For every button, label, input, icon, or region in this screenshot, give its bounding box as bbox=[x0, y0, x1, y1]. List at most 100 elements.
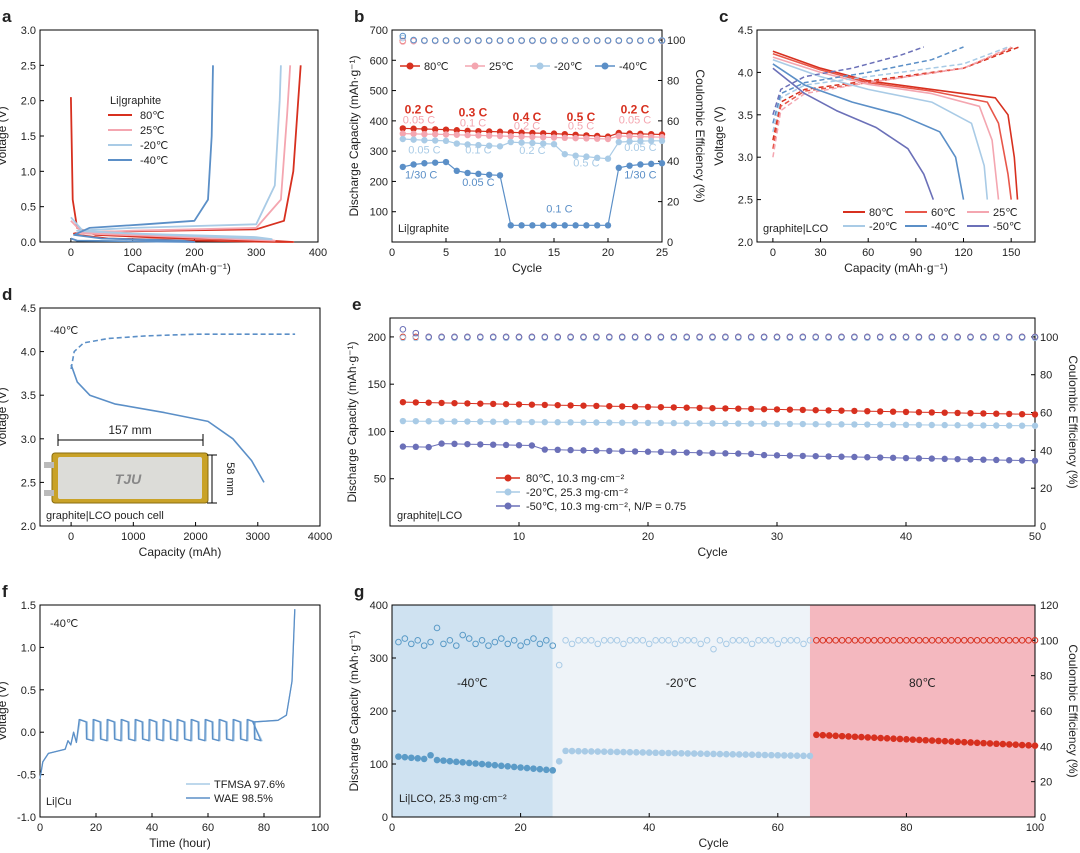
panel-c-frame bbox=[756, 29, 1036, 243]
panel-g-capacity-point bbox=[594, 748, 602, 755]
panel-e-y2tick-label: 0 bbox=[1040, 521, 1046, 533]
panel-g-capacity-point bbox=[401, 753, 409, 761]
panel-e-y2tick-label: 40 bbox=[1040, 445, 1052, 457]
panel-b-capacity-line bbox=[402, 161, 663, 226]
panel-g-ce-point bbox=[671, 640, 679, 648]
panel-e-y2tick-label: 100 bbox=[1040, 332, 1058, 344]
panel-g-capacity-point bbox=[600, 748, 608, 755]
panel-b-y2tick-label: 100 bbox=[667, 35, 685, 47]
panel-e-capacity-point bbox=[631, 403, 639, 410]
panel-b-rate-label: 0.5 C bbox=[573, 157, 599, 169]
panel-a-xtick-label: 100 bbox=[123, 247, 141, 259]
panel-g-y2tick-label: 100 bbox=[1040, 635, 1058, 647]
panel-e-capacity-point bbox=[593, 447, 600, 454]
panel-g-ce-point bbox=[427, 638, 434, 646]
panel-e-capacity-point bbox=[541, 446, 548, 453]
panel-e-ce-point bbox=[825, 333, 832, 341]
panel-b-ce-point bbox=[421, 37, 428, 44]
panel-e-capacity-point bbox=[877, 421, 884, 428]
panel-e-capacity-point bbox=[490, 400, 497, 408]
panel-e-capacity-point bbox=[1006, 422, 1013, 429]
panel-e-capacity-point bbox=[864, 421, 871, 428]
panel-b-capacity-point bbox=[432, 130, 439, 138]
panel-a-line--40℃ bbox=[70, 65, 214, 243]
panel-e-capacity-point bbox=[773, 452, 781, 459]
panel-g-ce-point bbox=[465, 635, 473, 642]
panel-e-ce-point bbox=[580, 333, 587, 341]
panel-e-capacity-point bbox=[735, 405, 742, 412]
panel-g-capacity-point bbox=[562, 747, 569, 755]
panel-a-legend-title: Li|graphite bbox=[110, 95, 161, 107]
panel-b-capacity-point bbox=[648, 160, 655, 168]
panel-b-rate-label: 0.3 C bbox=[459, 105, 488, 119]
panel-a-frame bbox=[39, 29, 319, 243]
panel-b-capacity-point bbox=[410, 161, 417, 168]
panel-e-capacity-point bbox=[619, 447, 626, 455]
panel-b-legend-item: -20℃ bbox=[554, 61, 582, 73]
panel-g-ce-point bbox=[1025, 637, 1032, 644]
panel-f-tag: Li|Cu bbox=[46, 796, 71, 808]
panel-e-capacity-point bbox=[683, 419, 690, 427]
panel-g-capacity-point bbox=[825, 732, 833, 739]
panel-e-capacity-point bbox=[644, 448, 652, 455]
panel-c-discharge-line bbox=[772, 50, 1019, 200]
panel-g-ce-point bbox=[864, 637, 872, 644]
panel-g-capacity-point bbox=[761, 751, 769, 759]
panel-b-capacity-point bbox=[604, 222, 612, 229]
panel-f-ytick-label: 0.0 bbox=[21, 727, 36, 739]
panel-e-tag: graphite|LCO bbox=[397, 510, 463, 522]
panel-e-capacity-point bbox=[657, 403, 665, 411]
panel-g-ce-point bbox=[420, 642, 428, 649]
panel-g-capacity-point bbox=[710, 750, 717, 758]
panel-e-ce-point bbox=[902, 333, 910, 341]
panel-e-capacity-point bbox=[812, 406, 819, 414]
panel-e-legend-marker bbox=[504, 502, 512, 510]
panel-g-capacity-point bbox=[510, 763, 518, 771]
panel-b-capacity-point bbox=[604, 155, 612, 162]
panel-g-tag: Li|LCO, 25.3 mg·cm⁻² bbox=[399, 793, 507, 805]
panel-g-capacity-point bbox=[742, 751, 749, 758]
panel-g-capacity-point bbox=[813, 731, 820, 739]
panel-c-legend-item: -40℃ bbox=[931, 221, 959, 233]
panel-g-ce-point bbox=[491, 638, 499, 646]
panel-b-capacity-point bbox=[496, 172, 504, 179]
panel-e-capacity-point bbox=[464, 400, 471, 407]
panel-f-xtick-label: 80 bbox=[258, 822, 270, 834]
panel-g-ce-point bbox=[774, 640, 782, 648]
panel-c-legend-item: -50℃ bbox=[993, 221, 1021, 233]
panel-g-capacity-point bbox=[838, 732, 846, 740]
panel-e-capacity-point bbox=[593, 419, 600, 426]
panel-e-capacity-point bbox=[993, 422, 1000, 429]
panel-e-ce-point bbox=[876, 333, 884, 341]
panel-g-ce-point bbox=[825, 637, 833, 644]
panel-b-capacity-point bbox=[658, 137, 666, 145]
panel-f-ytick-label: 1.5 bbox=[21, 600, 36, 612]
panel-g-ce-point bbox=[922, 637, 929, 644]
panel-b-ce-point bbox=[647, 37, 655, 44]
panel-b-capacity-point bbox=[507, 138, 514, 146]
panel-g-ce-point bbox=[967, 637, 975, 644]
panel-e-capacity-point bbox=[554, 419, 561, 426]
panel-b-capacity-point bbox=[529, 133, 536, 141]
panel-b-capacity-point bbox=[432, 159, 439, 166]
panel-e-capacity-point bbox=[993, 410, 1000, 417]
panel-b-capacity-point bbox=[626, 138, 633, 145]
panel-g-capacity-point bbox=[433, 756, 441, 764]
panel-e-capacity-point bbox=[825, 421, 832, 428]
panel-b-capacity-point bbox=[421, 130, 428, 138]
panel-g-ce-point bbox=[620, 640, 627, 648]
panel-e-legend-item: -50℃, 10.3 mg·cm⁻², N/P = 0.75 bbox=[526, 501, 686, 513]
panel-b-capacity-point bbox=[410, 136, 417, 143]
panel-b-capacity-point bbox=[507, 222, 514, 229]
panel-b-capacity-point bbox=[432, 126, 439, 133]
panel-g-ce-point bbox=[446, 637, 454, 644]
panel-g-xtick-label: 60 bbox=[772, 822, 784, 834]
panel-g-capacity-point bbox=[639, 749, 647, 756]
panel-g-y2tick-label: 60 bbox=[1040, 706, 1052, 718]
panel-e-ce-point bbox=[747, 333, 755, 341]
panel-a-ytick-label: 3.0 bbox=[21, 25, 36, 37]
panel-e-capacity-point bbox=[838, 453, 845, 460]
panel-e-ce-point bbox=[1018, 333, 1026, 341]
panel-f-temp: -40℃ bbox=[50, 618, 78, 630]
panel-e-capacity-point bbox=[1031, 422, 1039, 429]
